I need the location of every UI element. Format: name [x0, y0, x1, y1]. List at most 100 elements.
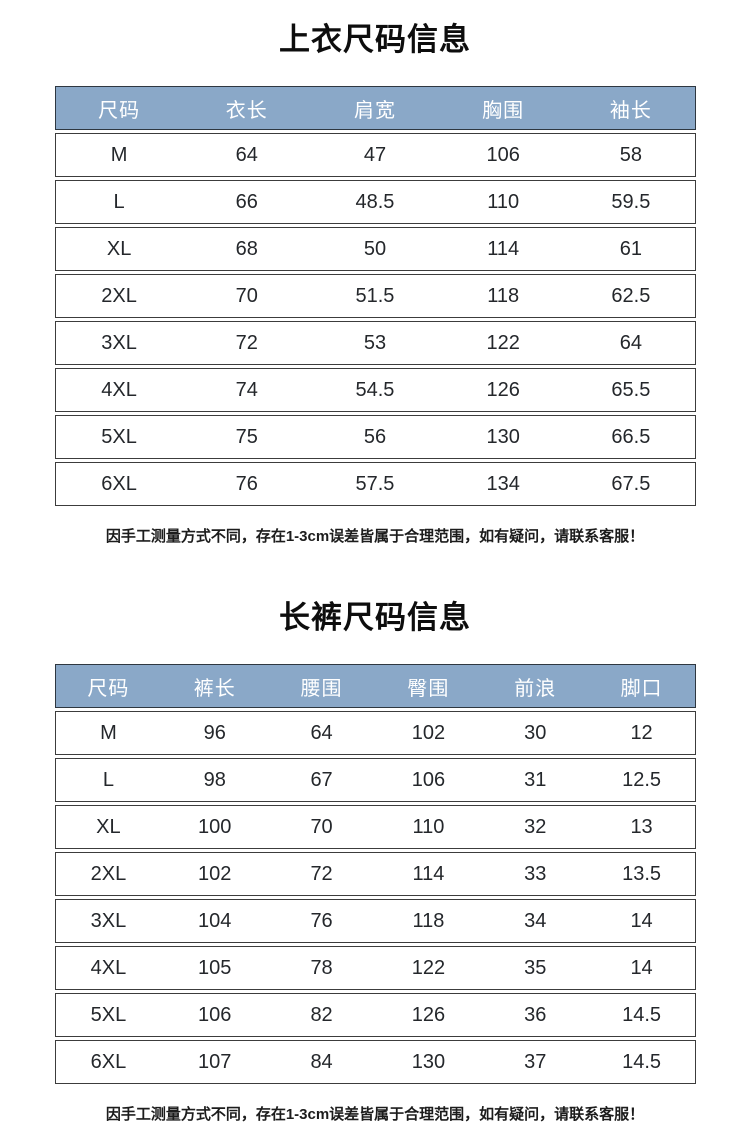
measurement-cell: 13.5	[588, 852, 696, 896]
measurement-cell: 100	[161, 805, 269, 849]
size-cell: XL	[54, 805, 162, 849]
measurement-cell: 98	[161, 758, 269, 802]
measurement-cell: 14.5	[588, 1040, 696, 1084]
table-row: 2XL 102 72 114 33 13.5	[54, 852, 696, 896]
measurement-cell: 76	[182, 462, 311, 506]
measurement-cell: 130	[374, 1040, 482, 1084]
column-header: 肩宽	[310, 86, 440, 130]
measurement-cell: 48.5	[310, 180, 440, 224]
table-row: 5XL 106 82 126 36 14.5	[54, 993, 696, 1037]
measurement-cell: 14	[588, 899, 696, 943]
size-cell: 4XL	[54, 946, 162, 990]
table-row: L 66 48.5 110 59.5	[54, 180, 696, 224]
size-cell: 4XL	[54, 368, 183, 412]
measurement-cell: 76	[268, 899, 375, 943]
measurement-cell: 30	[481, 711, 589, 755]
measurement-cell: 36	[481, 993, 589, 1037]
measurement-cell: 64	[268, 711, 375, 755]
measurement-cell: 114	[439, 227, 568, 271]
measurement-cell: 64	[182, 133, 311, 177]
column-header: 尺码	[54, 86, 183, 130]
measurement-cell: 70	[268, 805, 375, 849]
measurement-cell: 106	[374, 758, 482, 802]
measurement-cell: 134	[439, 462, 568, 506]
table-row: XL 68 50 114 61	[54, 227, 696, 271]
size-cell: M	[54, 133, 183, 177]
measurement-cell: 62.5	[567, 274, 696, 318]
measurement-cell: 122	[439, 321, 568, 365]
table-row: 6XL 76 57.5 134 67.5	[54, 462, 696, 506]
table-row: 2XL 70 51.5 118 62.5	[54, 274, 696, 318]
measurement-cell: 58	[567, 133, 696, 177]
header-row: 尺码 裤长 腰围 臀围 前浪 脚口	[54, 664, 696, 708]
measurement-cell: 54.5	[310, 368, 440, 412]
measurement-cell: 65.5	[567, 368, 696, 412]
size-cell: 3XL	[54, 321, 183, 365]
measurement-cell: 50	[310, 227, 440, 271]
measurement-cell: 32	[481, 805, 589, 849]
measurement-cell: 102	[161, 852, 269, 896]
measurement-cell: 72	[268, 852, 375, 896]
table-row: L 98 67 106 31 12.5	[54, 758, 696, 802]
pants-size-section: 长裤尺码信息 尺码 裤长 腰围 臀围 前浪 脚口 M 96 64 102 30 12 L 98 67 106 3…	[0, 592, 750, 1124]
measurement-cell: 102	[374, 711, 482, 755]
measurement-cell: 106	[161, 993, 269, 1037]
measurement-cell: 67.5	[567, 462, 696, 506]
measurement-cell: 74	[182, 368, 311, 412]
table-row: 4XL 74 54.5 126 65.5	[54, 368, 696, 412]
measurement-cell: 59.5	[567, 180, 696, 224]
measurement-cell: 130	[439, 415, 568, 459]
size-cell: L	[54, 758, 162, 802]
measurement-cell: 13	[588, 805, 696, 849]
measurement-cell: 106	[439, 133, 568, 177]
measurement-cell: 82	[268, 993, 375, 1037]
table-row: 3XL 72 53 122 64	[54, 321, 696, 365]
measurement-cell: 114	[374, 852, 482, 896]
measurement-cell: 96	[161, 711, 269, 755]
column-header: 衣长	[182, 86, 311, 130]
measurement-cell: 110	[439, 180, 568, 224]
tops-measure-note: 因手工测量方式不同，存在1-3cm误差皆属于合理范围，如有疑问，请联系客服！	[105, 528, 645, 545]
tops-size-title: 上衣尺码信息	[279, 22, 471, 57]
measurement-cell: 67	[268, 758, 375, 802]
size-cell: 2XL	[54, 274, 183, 318]
measurement-cell: 107	[161, 1040, 269, 1084]
pants-measure-note: 因手工测量方式不同，存在1-3cm误差皆属于合理范围，如有疑问，请联系客服！	[105, 1106, 645, 1123]
pants-size-title: 长裤尺码信息	[279, 600, 471, 635]
measurement-cell: 118	[374, 899, 482, 943]
measurement-cell: 33	[481, 852, 589, 896]
tops-size-table: 尺码 衣长 肩宽 胸围 袖长 M 64 47 106 58 L 66 48.5 110 59.5 XL 68 50…	[54, 83, 696, 509]
tops-size-section: 上衣尺码信息 尺码 衣长 肩宽 胸围 袖长 M 64 47 106 58 L 66 48.5 110 59.…	[0, 14, 750, 546]
measurement-cell: 57.5	[310, 462, 440, 506]
measurement-cell: 37	[481, 1040, 589, 1084]
pants-size-table: 尺码 裤长 腰围 臀围 前浪 脚口 M 96 64 102 30 12 L 98 67 106 31 12.5 XL…	[54, 661, 696, 1087]
measurement-cell: 53	[310, 321, 440, 365]
column-header: 裤长	[161, 664, 269, 708]
column-header: 袖长	[567, 86, 696, 130]
measurement-cell: 84	[268, 1040, 375, 1084]
measurement-cell: 110	[374, 805, 482, 849]
size-cell: M	[54, 711, 162, 755]
column-header: 腰围	[268, 664, 375, 708]
table-row: M 64 47 106 58	[54, 133, 696, 177]
measurement-cell: 14	[588, 946, 696, 990]
table-row: 5XL 75 56 130 66.5	[54, 415, 696, 459]
measurement-cell: 61	[567, 227, 696, 271]
measurement-cell: 122	[374, 946, 482, 990]
measurement-cell: 56	[310, 415, 440, 459]
measurement-cell: 47	[310, 133, 440, 177]
size-cell: 2XL	[54, 852, 162, 896]
size-cell: 6XL	[54, 1040, 162, 1084]
table-row: XL 100 70 110 32 13	[54, 805, 696, 849]
measurement-cell: 68	[182, 227, 311, 271]
size-cell: 5XL	[54, 993, 162, 1037]
measurement-cell: 12	[588, 711, 696, 755]
measurement-cell: 66	[182, 180, 311, 224]
table-row: 6XL 107 84 130 37 14.5	[54, 1040, 696, 1084]
measurement-cell: 12.5	[588, 758, 696, 802]
measurement-cell: 126	[439, 368, 568, 412]
measurement-cell: 64	[567, 321, 696, 365]
column-header: 脚口	[588, 664, 696, 708]
measurement-cell: 104	[161, 899, 269, 943]
